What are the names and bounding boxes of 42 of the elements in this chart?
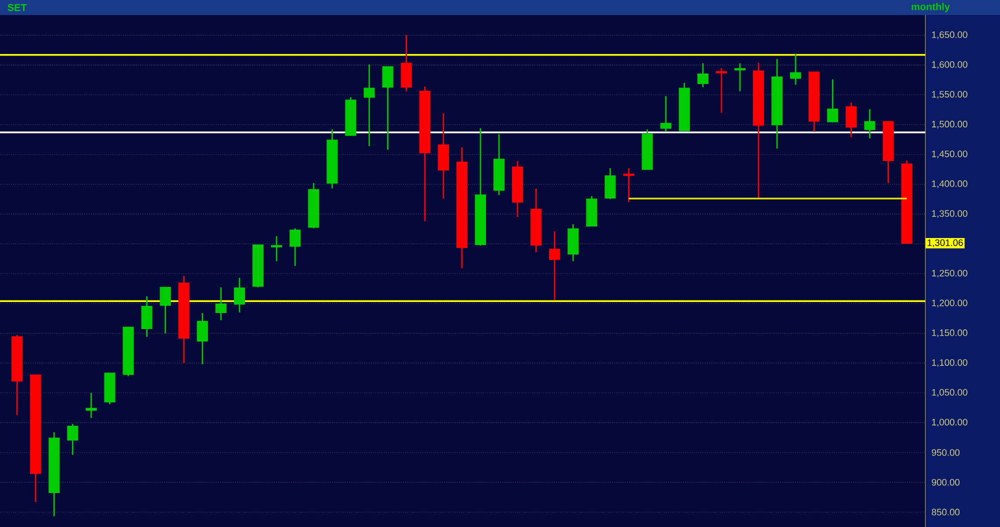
candlestick — [716, 67, 727, 114]
candlestick — [697, 62, 708, 88]
candlestick — [290, 228, 301, 267]
chart-subtitle: monthly — [912, 2, 950, 12]
chart-title: SET — [8, 4, 27, 12]
y-tick-label: 1,050.00 — [932, 389, 968, 397]
y-tick-label: 1,250.00 — [932, 270, 968, 278]
y-tick-label: 1,150.00 — [932, 329, 968, 338]
y-tick-label: 1,550.00 — [932, 91, 968, 99]
candlestick — [196, 312, 208, 365]
y-tick-label: 1,500.00 — [932, 120, 968, 129]
candlestick — [67, 423, 78, 456]
y-tick-label: 1,650.00 — [932, 31, 968, 40]
candlestick — [271, 235, 282, 262]
candlestick — [604, 167, 616, 200]
candlestick — [234, 277, 246, 314]
candlestick — [141, 296, 152, 338]
y-tick-label: 1,400.00 — [932, 180, 968, 188]
y-tick-label: 1,000.00 — [932, 418, 968, 427]
y-tick-label: 1,100.00 — [932, 359, 968, 367]
candlestick — [215, 286, 226, 321]
candlestick — [623, 167, 634, 203]
candlestick — [382, 66, 394, 150]
y-tick-label: 850.00 — [932, 508, 960, 516]
y-tick-label: 1,450.00 — [932, 150, 968, 158]
y-tick-label: 1,600.00 — [932, 61, 968, 69]
candlestick — [790, 53, 802, 86]
candlestick — [734, 62, 746, 92]
candlestick — [864, 108, 876, 140]
candlestick — [846, 102, 857, 138]
candlestick — [364, 64, 375, 147]
y-tick-label: 1,200.00 — [932, 300, 968, 308]
candlestick — [160, 286, 171, 334]
candlestick — [400, 34, 412, 92]
candlestick — [827, 78, 838, 123]
y-tick-label: 950.00 — [932, 449, 960, 456]
text: 1,301.06 — [928, 239, 963, 248]
y-tick-label: 900.00 — [932, 478, 960, 486]
candlestick — [660, 95, 672, 132]
candlestick — [86, 392, 97, 419]
candlestick — [549, 230, 560, 301]
y-tick-label: 1,350.00 — [932, 210, 968, 218]
